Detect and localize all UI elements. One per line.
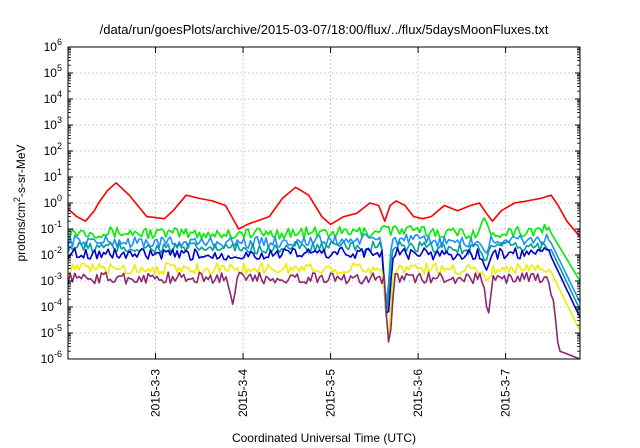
series-line-7 bbox=[67, 271, 581, 360]
y-tick-exponent: 6 bbox=[57, 37, 62, 47]
y-tick-base: 10 bbox=[41, 326, 55, 340]
y-tick-label: 10-1 bbox=[41, 219, 62, 236]
series-line-3 bbox=[67, 233, 581, 305]
y-tick-exponent: -1 bbox=[54, 219, 62, 229]
y-tick-exponent: -2 bbox=[54, 245, 62, 255]
y-tick-base: 10 bbox=[41, 222, 55, 236]
y-tick-base: 10 bbox=[44, 66, 58, 80]
y-tick-label: 100 bbox=[44, 193, 62, 210]
y-tick-base: 10 bbox=[44, 40, 58, 54]
y-tick-label: 106 bbox=[44, 37, 62, 54]
y-tick-exponent: 2 bbox=[57, 141, 62, 151]
y-tick-base: 10 bbox=[41, 248, 55, 262]
y-tick-label: 10-6 bbox=[41, 349, 62, 366]
y-axis-label-part1: protons/cm bbox=[14, 202, 28, 261]
y-tick-base: 10 bbox=[44, 144, 58, 158]
x-axis-label: Coordinated Universal Time (UTC) bbox=[232, 431, 416, 445]
x-tick-label: 2015-3-5 bbox=[324, 369, 338, 417]
y-ticks: 10-610-510-410-310-210-11001011021031041… bbox=[41, 37, 580, 366]
chart-title: /data/run/goesPlots/archive/2015-03-07/1… bbox=[100, 22, 549, 37]
grid bbox=[68, 47, 580, 359]
y-tick-base: 10 bbox=[44, 92, 58, 106]
x-ticks: 2015-3-3 2015-3-4 2015-3-5 2015-3-6 2015-3-7 bbox=[149, 47, 513, 417]
y-tick-exponent: 0 bbox=[57, 193, 62, 203]
y-tick-base: 10 bbox=[44, 118, 58, 132]
y-tick-label: 101 bbox=[44, 167, 62, 184]
y-axis-label: protons/cm2-s-sr-MeV bbox=[12, 144, 28, 261]
y-tick-exponent: 1 bbox=[57, 167, 62, 177]
series-line-6 bbox=[67, 262, 581, 342]
series-line-2 bbox=[67, 217, 581, 282]
x-tick-label: 2015-3-3 bbox=[149, 369, 163, 417]
y-tick-exponent: 5 bbox=[57, 63, 62, 73]
y-tick-label: 10-4 bbox=[41, 297, 62, 314]
series-line-1 bbox=[67, 182, 581, 238]
x-tick-label: 2015-3-6 bbox=[411, 369, 425, 417]
y-tick-exponent: 3 bbox=[57, 115, 62, 125]
y-tick-label: 103 bbox=[44, 115, 62, 132]
y-axis-label-superscript: 2 bbox=[12, 197, 22, 202]
y-tick-label: 105 bbox=[44, 63, 62, 80]
y-tick-label: 102 bbox=[44, 141, 62, 158]
y-tick-exponent: -6 bbox=[54, 349, 62, 359]
series-line-5 bbox=[67, 246, 581, 318]
y-tick-base: 10 bbox=[41, 274, 55, 288]
series-layer bbox=[67, 182, 581, 360]
y-tick-base: 10 bbox=[44, 196, 58, 210]
y-tick-base: 10 bbox=[41, 352, 55, 366]
y-tick-label: 10-2 bbox=[41, 245, 62, 262]
y-tick-label: 10-5 bbox=[41, 323, 62, 340]
y-tick-exponent: 4 bbox=[57, 89, 62, 99]
x-tick-label: 2015-3-7 bbox=[499, 369, 513, 417]
y-tick-exponent: -4 bbox=[54, 297, 62, 307]
y-axis-label-part2: -s-sr-MeV bbox=[14, 144, 28, 197]
y-tick-exponent: -3 bbox=[54, 271, 62, 281]
y-tick-exponent: -5 bbox=[54, 323, 62, 333]
y-tick-label: 104 bbox=[44, 89, 62, 106]
x-tick-label: 2015-3-4 bbox=[236, 369, 250, 417]
y-tick-label: 10-3 bbox=[41, 271, 62, 288]
y-tick-base: 10 bbox=[41, 300, 55, 314]
y-tick-base: 10 bbox=[44, 170, 58, 184]
